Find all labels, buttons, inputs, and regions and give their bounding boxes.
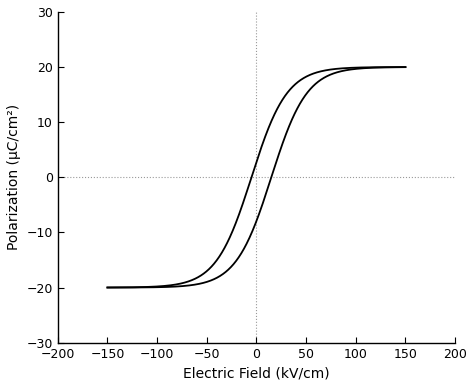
X-axis label: Electric Field (kV/cm): Electric Field (kV/cm) — [183, 366, 330, 380]
Y-axis label: Polarization (μC/cm²): Polarization (μC/cm²) — [7, 104, 21, 250]
